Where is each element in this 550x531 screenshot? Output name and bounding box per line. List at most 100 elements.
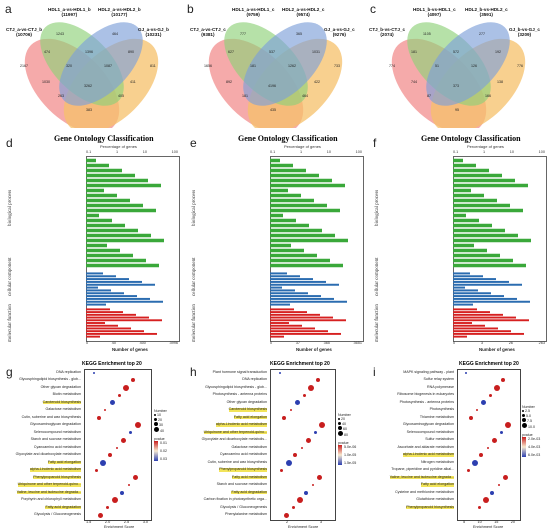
venn-label-3: HDL2_b-vs-HDL2_c (3591) bbox=[465, 7, 508, 17]
kegg-xticks: 1.5 2.0 2.5 3.0 bbox=[86, 520, 148, 524]
kegg-dot bbox=[319, 422, 326, 429]
venn-count: 464 bbox=[302, 94, 308, 98]
pvalue-gradient bbox=[522, 436, 526, 457]
go-bar bbox=[453, 297, 517, 300]
go-bar bbox=[453, 188, 471, 193]
kegg-plot-area bbox=[270, 369, 336, 521]
go-bar bbox=[270, 330, 328, 333]
venn-count: 373 bbox=[453, 84, 459, 88]
venn-count: 890 bbox=[128, 50, 134, 54]
go-bar bbox=[270, 243, 291, 248]
kegg-pathway-label: Glycolysis / Gluconeogenesis bbox=[220, 504, 267, 509]
legend-size-item: 10.0 bbox=[522, 423, 549, 429]
kegg-dot bbox=[307, 384, 314, 391]
go-bar bbox=[86, 198, 130, 203]
go-bars bbox=[270, 158, 348, 338]
kegg-dot bbox=[117, 393, 121, 397]
pvalue-tick: 6.0e-03 bbox=[528, 452, 541, 457]
venn-count: 4196 bbox=[268, 84, 276, 88]
venn-count: 733 bbox=[334, 64, 340, 68]
kegg-legend: Number 20 40 60 80 pvalue 5.0e-06 1.0e-0… bbox=[338, 413, 366, 465]
go-panel-f: f Gene Ontology Classification Percentag… bbox=[367, 130, 550, 355]
kegg-pathway-label: Fatty acid elongation bbox=[420, 482, 454, 487]
venn-label-1: CTJ_a-vs-CTJ_c (9381) bbox=[190, 27, 226, 37]
kegg-pathway-label: Cutin, suberine and wax biosynthesis bbox=[21, 414, 81, 419]
go-bar bbox=[86, 263, 159, 268]
venn-diagram-c bbox=[391, 22, 526, 128]
venn-count: 181 bbox=[242, 94, 248, 98]
kegg-pathway-label: Selenocompound metabolism bbox=[33, 429, 81, 434]
go-subtitle: Percentage of genes bbox=[100, 144, 137, 149]
venn-count: 892 bbox=[226, 80, 232, 84]
kegg-pathway-label: Carotenoid biosynthesis bbox=[228, 407, 267, 412]
legend-number-title: Number bbox=[338, 413, 351, 417]
go-bar bbox=[86, 228, 138, 233]
venn-count: 2167 bbox=[20, 64, 28, 68]
go-bar bbox=[86, 173, 135, 178]
go-category-mf: molecular function bbox=[8, 304, 13, 342]
go-bar bbox=[453, 258, 513, 263]
kegg-pathway-label: alpha-Linolenic acid metabolism bbox=[215, 422, 267, 427]
tick-label: 1 bbox=[299, 150, 303, 154]
venn-count: 776 bbox=[517, 64, 523, 68]
go-bar bbox=[270, 178, 332, 183]
kegg-dot bbox=[98, 512, 104, 518]
tick-label: 10 bbox=[509, 150, 514, 154]
kegg-dot bbox=[92, 371, 95, 374]
panel-label-c: c bbox=[370, 2, 376, 16]
go-bar bbox=[453, 324, 485, 327]
kegg-dot bbox=[493, 384, 500, 391]
go-bar bbox=[453, 228, 505, 233]
kegg-pathway-label: Valine, leucine and isoleucine degrada..… bbox=[16, 489, 81, 495]
kegg-dot bbox=[289, 409, 292, 412]
go-bar bbox=[270, 168, 306, 173]
kegg-pathway-label: Cyanoamino acid metabolism bbox=[33, 444, 81, 449]
kegg-dot bbox=[119, 490, 124, 495]
go-bar bbox=[270, 223, 309, 228]
kegg-pathway-label: Plant hormone signal transduction bbox=[212, 369, 267, 374]
go-bar bbox=[270, 173, 319, 178]
legend-size-item: 30 bbox=[154, 421, 182, 427]
tick-label: 0 bbox=[270, 341, 273, 345]
go-bar bbox=[453, 327, 498, 330]
kegg-dot bbox=[129, 431, 133, 435]
venn-count: 774 bbox=[389, 64, 395, 68]
go-top-ticks: 0.1 1 10 100 bbox=[453, 150, 545, 154]
venn-count: 474 bbox=[44, 50, 50, 54]
kegg-dot bbox=[492, 437, 497, 443]
go-xlabel: Number of genes bbox=[112, 347, 148, 352]
go-bar bbox=[453, 332, 524, 335]
go-bar bbox=[270, 297, 334, 300]
go-bar bbox=[270, 319, 346, 322]
go-bar bbox=[270, 316, 333, 319]
kegg-dot bbox=[313, 431, 317, 435]
kegg-pathway-label: Biotin metabolism bbox=[52, 392, 81, 397]
go-bar bbox=[270, 233, 335, 238]
pvalue-tick: 5.0e-06 bbox=[344, 444, 357, 449]
go-title: Gene Ontology Classification bbox=[238, 134, 338, 143]
kegg-dot bbox=[499, 431, 503, 435]
kegg-dot bbox=[302, 393, 306, 397]
panel-label-e: e bbox=[190, 136, 197, 150]
tick-label: 1.5 bbox=[86, 520, 92, 524]
go-bar bbox=[270, 283, 339, 286]
kegg-dot bbox=[280, 468, 284, 472]
kegg-pathway-label: Glycosphingolipid biosynthesis - glob... bbox=[205, 384, 267, 389]
go-bar bbox=[86, 203, 143, 208]
go-bar bbox=[270, 286, 282, 289]
kegg-dot bbox=[285, 459, 292, 466]
tick-label: 10 bbox=[326, 150, 331, 154]
tick-label: 5 bbox=[463, 520, 466, 524]
go-bar bbox=[86, 300, 163, 303]
legend-size-item: 60 bbox=[338, 425, 366, 431]
go-bar bbox=[453, 198, 497, 203]
go-bar bbox=[86, 297, 150, 300]
tick-label: 2.0 bbox=[104, 520, 111, 524]
kegg-pathway-label: Porphyrin and chlorophyll metabolism bbox=[21, 497, 81, 502]
go-bar bbox=[270, 292, 308, 295]
kegg-dot bbox=[132, 475, 138, 481]
kegg-dot bbox=[312, 484, 315, 487]
go-bar bbox=[86, 289, 111, 292]
go-panel-e: e Gene Ontology Classification Percentag… bbox=[184, 130, 367, 355]
kegg-dot bbox=[291, 506, 295, 510]
